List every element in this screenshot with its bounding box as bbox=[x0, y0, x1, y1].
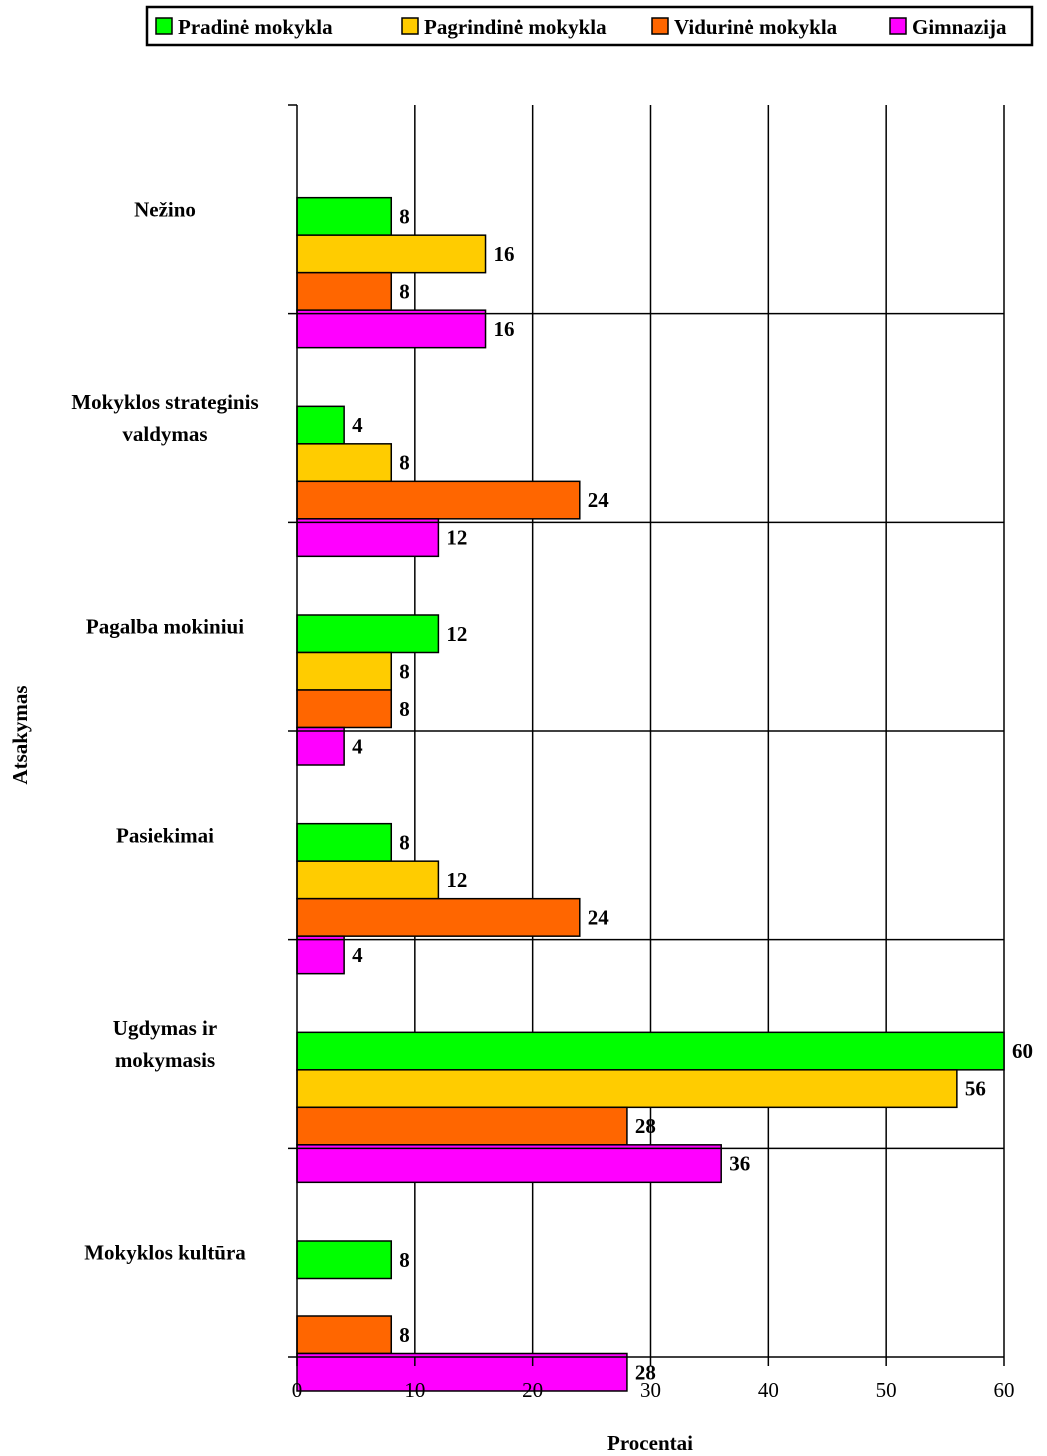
category-label-3: Pasiekimai bbox=[116, 823, 214, 847]
data-label-2-4: 28 bbox=[635, 1114, 656, 1138]
category-label-2: Pagalba mokiniui bbox=[86, 615, 244, 639]
legend-label-2: Vidurinė mokykla bbox=[674, 15, 838, 39]
bar-0-0 bbox=[296, 196, 393, 236]
data-label-2-2: 8 bbox=[399, 697, 410, 721]
bar-0-3 bbox=[296, 822, 393, 862]
x-tick-label-50: 50 bbox=[876, 1378, 897, 1402]
bar-2-5 bbox=[296, 1315, 393, 1355]
bar-1-1 bbox=[296, 443, 393, 483]
x-tick-label-40: 40 bbox=[758, 1378, 779, 1402]
data-label-3-4: 36 bbox=[729, 1152, 750, 1176]
bar-2-4 bbox=[296, 1106, 628, 1146]
bar-3-3 bbox=[296, 935, 345, 975]
bar-2-0 bbox=[296, 271, 393, 311]
legend-label-3: Gimnazija bbox=[912, 15, 1007, 39]
legend: Pradinė mokykla Pagrindinė mokykla Vidurin… bbox=[145, 5, 1034, 47]
data-label-2-0: 8 bbox=[399, 279, 410, 303]
bar-3-4 bbox=[296, 1144, 722, 1184]
bar-2-1 bbox=[296, 480, 581, 520]
labels: 8 16 8 16 4 8 24 12 12 8 8 4 8 12 24 4 60 56 28 36 8 8 28 0 10 20… bbox=[71, 197, 1033, 1402]
data-label-0-0: 8 bbox=[399, 204, 410, 228]
legend-swatch-1 bbox=[401, 17, 419, 35]
bar-0-4 bbox=[296, 1031, 1005, 1071]
data-label-3-5: 28 bbox=[635, 1360, 656, 1384]
data-label-3-3: 4 bbox=[352, 943, 363, 967]
bar-1-2 bbox=[296, 651, 393, 691]
data-label-0-3: 8 bbox=[399, 830, 410, 854]
data-label-1-3: 12 bbox=[446, 868, 467, 892]
bar-1-0 bbox=[296, 234, 487, 274]
category-label-4: Ugdymas ir mokymasis bbox=[113, 1016, 217, 1072]
bar-1-3 bbox=[296, 860, 440, 900]
data-label-0-1: 4 bbox=[352, 413, 363, 437]
bar-2-3 bbox=[296, 897, 581, 937]
data-label-1-4: 56 bbox=[965, 1077, 986, 1101]
data-label-2-5: 8 bbox=[399, 1323, 410, 1347]
x-tick-label-30: 30 bbox=[640, 1378, 661, 1402]
x-tick-label-60: 60 bbox=[994, 1378, 1015, 1402]
data-label-0-2: 12 bbox=[446, 622, 467, 646]
x-tick-label-10: 10 bbox=[404, 1378, 425, 1402]
legend-swatch-0 bbox=[155, 17, 173, 35]
y-axis-title: Atsakymas bbox=[8, 685, 32, 784]
bar-3-5 bbox=[296, 1352, 628, 1392]
axes bbox=[288, 104, 1005, 1366]
data-label-3-2: 4 bbox=[352, 734, 363, 758]
x-tick-label-0: 0 bbox=[292, 1378, 303, 1402]
data-label-1-2: 8 bbox=[399, 659, 410, 683]
category-label-1: Mokyklos strateginis valdymas bbox=[71, 390, 258, 446]
legend-label-0: Pradinė mokykla bbox=[178, 15, 333, 39]
bar-2-2 bbox=[296, 689, 393, 729]
legend-swatch-2 bbox=[651, 17, 669, 35]
bar-0-5 bbox=[296, 1240, 393, 1280]
bar-1-4 bbox=[296, 1069, 958, 1109]
bar-3-2 bbox=[296, 726, 345, 766]
category-label-0: Nežino bbox=[134, 197, 196, 221]
category-label-5: Mokyklos kultūra bbox=[84, 1241, 246, 1265]
legend-label-1: Pagrindinė mokykla bbox=[424, 15, 607, 39]
data-label-3-0: 16 bbox=[494, 317, 515, 341]
bars bbox=[296, 196, 1005, 1392]
data-label-0-4: 60 bbox=[1012, 1039, 1033, 1063]
legend-swatch-3 bbox=[889, 17, 907, 35]
data-label-2-1: 24 bbox=[588, 488, 610, 512]
x-axis-title: Procentai bbox=[607, 1431, 693, 1455]
bar-3-0 bbox=[296, 309, 487, 349]
bar-0-2 bbox=[296, 614, 440, 654]
x-tick-label-20: 20 bbox=[522, 1378, 543, 1402]
data-label-3-1: 12 bbox=[446, 526, 467, 550]
bar-3-1 bbox=[296, 518, 440, 558]
data-label-2-3: 24 bbox=[588, 905, 610, 929]
data-label-0-5: 8 bbox=[399, 1248, 410, 1272]
bar-0-1 bbox=[296, 405, 345, 445]
data-label-1-0: 16 bbox=[494, 242, 515, 266]
data-label-1-1: 8 bbox=[399, 451, 410, 475]
legend-box bbox=[145, 5, 1034, 47]
